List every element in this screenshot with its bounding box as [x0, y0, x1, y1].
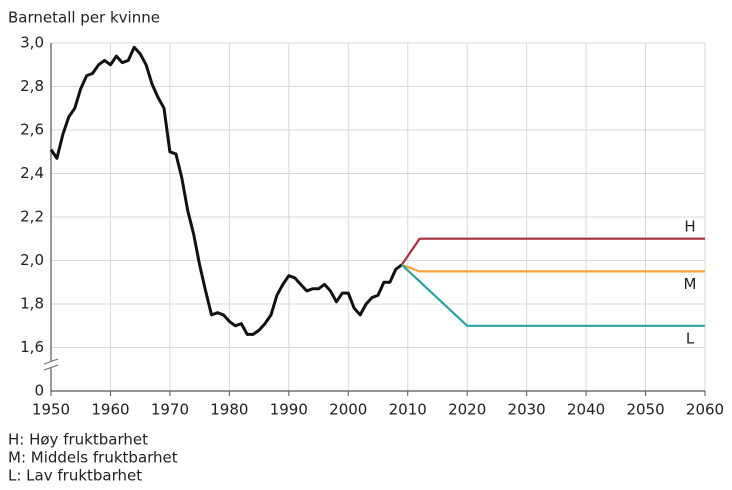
x-tick-label: 2010	[389, 401, 427, 419]
x-tick-label: 2000	[329, 401, 367, 419]
axis-break-gap	[45, 361, 57, 368]
x-tick-label: 1980	[210, 401, 248, 419]
legend-note: M: Middels fruktbarhet	[8, 449, 178, 467]
y-tick-label: 2,0	[20, 251, 44, 269]
x-tick-label: 1970	[151, 401, 189, 419]
x-tick-label: 1950	[32, 401, 70, 419]
y-axis-title: Barnetall per kvinne	[8, 9, 160, 27]
y-tick-label: 1,8	[20, 295, 44, 313]
x-tick-label: 2020	[448, 401, 486, 419]
line-series	[401, 263, 705, 327]
series-label: M	[684, 275, 697, 293]
y-tick-label: 3,0	[20, 34, 44, 52]
series-label: H	[684, 217, 695, 235]
line-series	[401, 263, 705, 273]
legend-note: L: Lav fruktbarhet	[8, 467, 142, 485]
x-tick-label: 1960	[91, 401, 129, 419]
line-series	[49, 45, 403, 336]
series-label: L	[686, 329, 695, 347]
line-series	[400, 237, 705, 266]
y-tick-label: 2,4	[20, 164, 44, 182]
x-tick-label: 2030	[508, 401, 546, 419]
x-tick-label: 2040	[567, 401, 605, 419]
y-tick-label: 0	[34, 382, 44, 400]
y-tick-label: 1,6	[20, 338, 44, 356]
legend-note: H: Høy fruktbarhet	[8, 431, 148, 449]
axis-break	[43, 358, 59, 365]
x-tick-label: 2050	[626, 401, 664, 419]
x-tick-label: 1990	[270, 401, 308, 419]
y-tick-label: 2,6	[20, 121, 44, 139]
y-tick-label: 2,2	[20, 208, 44, 226]
axis-break	[43, 364, 59, 371]
y-tick-label: 2,8	[20, 77, 44, 95]
x-tick-label: 2060	[686, 401, 724, 419]
